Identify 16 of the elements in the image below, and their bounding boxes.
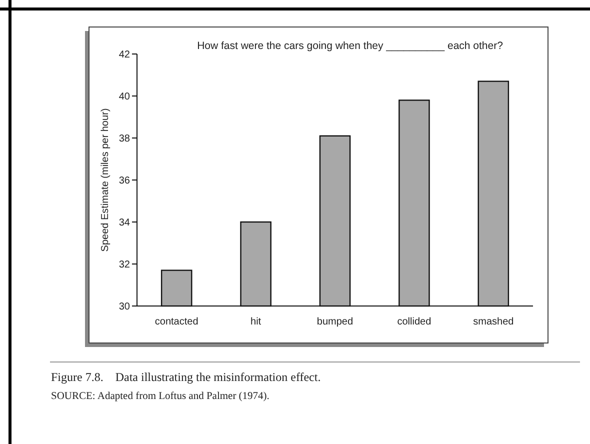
x-tick-label: smashed	[473, 316, 514, 328]
y-tick-label: 38	[118, 134, 130, 144]
y-tick-label: 30	[118, 302, 130, 312]
y-axis-title: Speed Estimate (miles per hour)	[100, 108, 111, 252]
y-tick-label: 42	[118, 50, 130, 60]
source-note: SOURCE: Adapted from Loftus and Palmer (1974).	[51, 391, 270, 402]
x-tick-label: hit	[250, 316, 262, 328]
chart-title: How fast were the cars going when they __________ each other?	[197, 40, 504, 52]
x-tick-label: bumped	[316, 316, 354, 328]
y-tick-label: 40	[118, 92, 130, 102]
x-tick-label: contacted	[154, 316, 198, 328]
y-tick-label: 36	[118, 176, 130, 186]
caption: Figure 7.8. Data illustrating the misinformation effect.	[51, 370, 321, 384]
x-tick-label: collided	[397, 316, 432, 328]
y-tick-label: 34	[118, 218, 130, 228]
y-tick-label: 32	[118, 260, 130, 270]
